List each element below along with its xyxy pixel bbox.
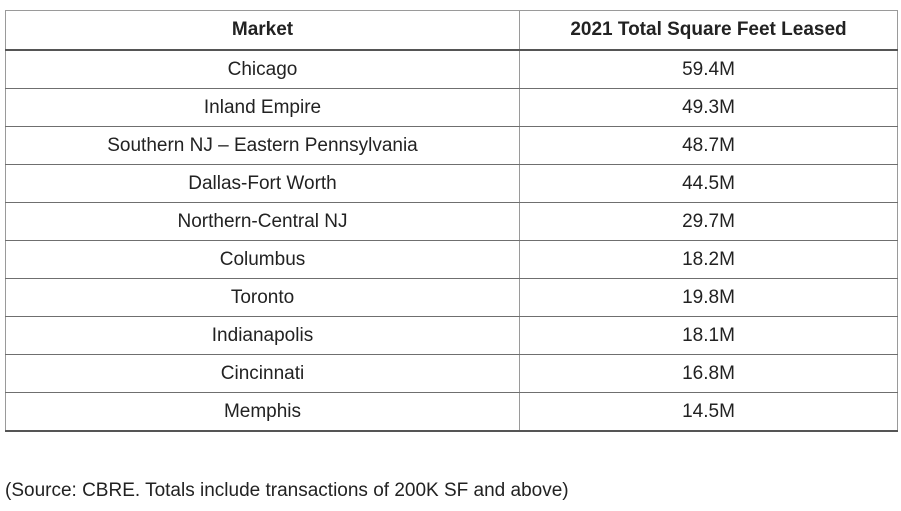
table-row: Chicago 59.4M [5,49,898,89]
square-feet-cell: 49.3M [519,88,898,127]
table-row: Northern-Central NJ 29.7M [5,202,898,241]
table-row: Inland Empire 49.3M [5,88,898,127]
market-leasing-table: Market 2021 Total Square Feet Leased Chi… [5,10,898,432]
market-cell: Southern NJ – Eastern Pennsylvania [5,126,520,165]
square-feet-cell: 14.5M [519,392,898,432]
square-feet-cell: 19.8M [519,278,898,317]
market-cell: Indianapolis [5,316,520,355]
square-feet-cell: 59.4M [519,49,898,89]
source-footnote: (Source: CBRE. Totals include transactio… [5,480,569,501]
market-cell: Dallas-Fort Worth [5,164,520,203]
square-feet-cell: 29.7M [519,202,898,241]
table-header-row: Market 2021 Total Square Feet Leased [5,10,898,51]
table-row: Dallas-Fort Worth 44.5M [5,164,898,203]
market-table-container: Market 2021 Total Square Feet Leased Chi… [5,10,898,432]
table-row: Memphis 14.5M [5,392,898,432]
table-row: Cincinnati 16.8M [5,354,898,393]
market-cell: Cincinnati [5,354,520,393]
market-cell: Inland Empire [5,88,520,127]
market-cell: Columbus [5,240,520,279]
column-header-square-feet: 2021 Total Square Feet Leased [519,10,898,51]
market-cell: Northern-Central NJ [5,202,520,241]
square-feet-cell: 18.1M [519,316,898,355]
square-feet-cell: 44.5M [519,164,898,203]
square-feet-cell: 48.7M [519,126,898,165]
square-feet-cell: 18.2M [519,240,898,279]
table-row: Southern NJ – Eastern Pennsylvania 48.7M [5,126,898,165]
market-cell: Chicago [5,49,520,89]
market-cell: Toronto [5,278,520,317]
column-header-market: Market [5,10,520,51]
table-row: Indianapolis 18.1M [5,316,898,355]
market-cell: Memphis [5,392,520,432]
table-row: Toronto 19.8M [5,278,898,317]
table-row: Columbus 18.2M [5,240,898,279]
square-feet-cell: 16.8M [519,354,898,393]
